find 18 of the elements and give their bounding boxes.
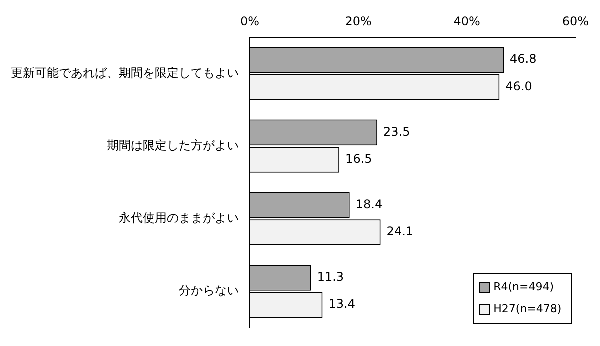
y-tick-label: 更新可能であれば、期間を限定してもよい (11, 66, 239, 80)
x-tick-label: 60% (562, 14, 589, 28)
x-tick-label: 0% (240, 14, 260, 28)
y-tick-label: 分からない (179, 284, 239, 298)
legend-label: R4(n=494) (494, 280, 554, 294)
data-label: 46.0 (506, 79, 532, 94)
data-label: 11.3 (317, 270, 344, 284)
data-label: 23.5 (384, 124, 410, 139)
data-label: 46.8 (510, 52, 537, 66)
y-tick-label: 永代使用のままがよい (119, 211, 239, 226)
x-tick-label: 40% (454, 14, 480, 28)
data-label: 18.4 (356, 197, 383, 212)
y-tick-label: 期間は限定した方がよい (107, 138, 239, 152)
x-tick-label: 20% (345, 14, 372, 28)
data-label: 13.4 (328, 297, 356, 312)
data-label: 24.1 (386, 224, 414, 239)
data-label: 16.5 (346, 152, 372, 166)
legend-label: H27(n=478) (494, 302, 562, 316)
